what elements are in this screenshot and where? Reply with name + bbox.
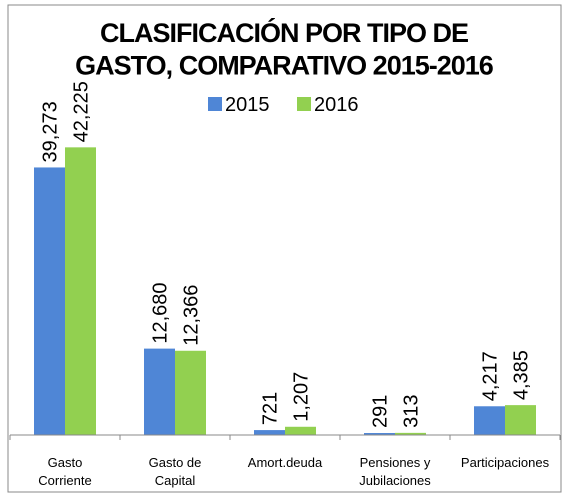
- bar: [505, 405, 536, 435]
- bar: [364, 433, 395, 435]
- bar: [65, 147, 96, 435]
- value-label: 42,225: [71, 81, 93, 142]
- value-label: 12,366: [181, 285, 203, 346]
- x-tick-label: Gasto Corriente: [38, 455, 91, 488]
- bar: [395, 432, 426, 435]
- bar: [285, 426, 316, 435]
- chart-title: CLASIFICACIÓN POR TIPO DE GASTO, COMPARAT…: [75, 17, 494, 80]
- bar: [474, 406, 505, 435]
- value-label: 313: [401, 394, 423, 427]
- value-label: 1,207: [291, 372, 313, 422]
- x-tick-label: Gasto de Capital: [149, 455, 202, 488]
- legend-swatch: [297, 97, 311, 111]
- x-tick-label: Participaciones: [461, 455, 550, 470]
- bar: [34, 167, 65, 435]
- chart-border: [7, 4, 562, 493]
- x-tick-label: Amort.deuda: [248, 455, 323, 470]
- bar: [144, 348, 175, 435]
- value-label: 12,680: [150, 282, 172, 343]
- bar: [175, 350, 206, 435]
- legend-label: 2015: [225, 94, 270, 116]
- bar: [254, 430, 285, 435]
- legend-label: 2016: [314, 94, 359, 116]
- value-label: 39,273: [40, 101, 62, 162]
- value-label: 4,217: [480, 351, 502, 401]
- value-label: 721: [260, 392, 282, 425]
- value-label: 291: [370, 395, 392, 428]
- legend-swatch: [208, 97, 222, 111]
- x-tick-label: Pensiones y Jubilaciones: [359, 455, 431, 488]
- value-label: 4,385: [511, 350, 533, 400]
